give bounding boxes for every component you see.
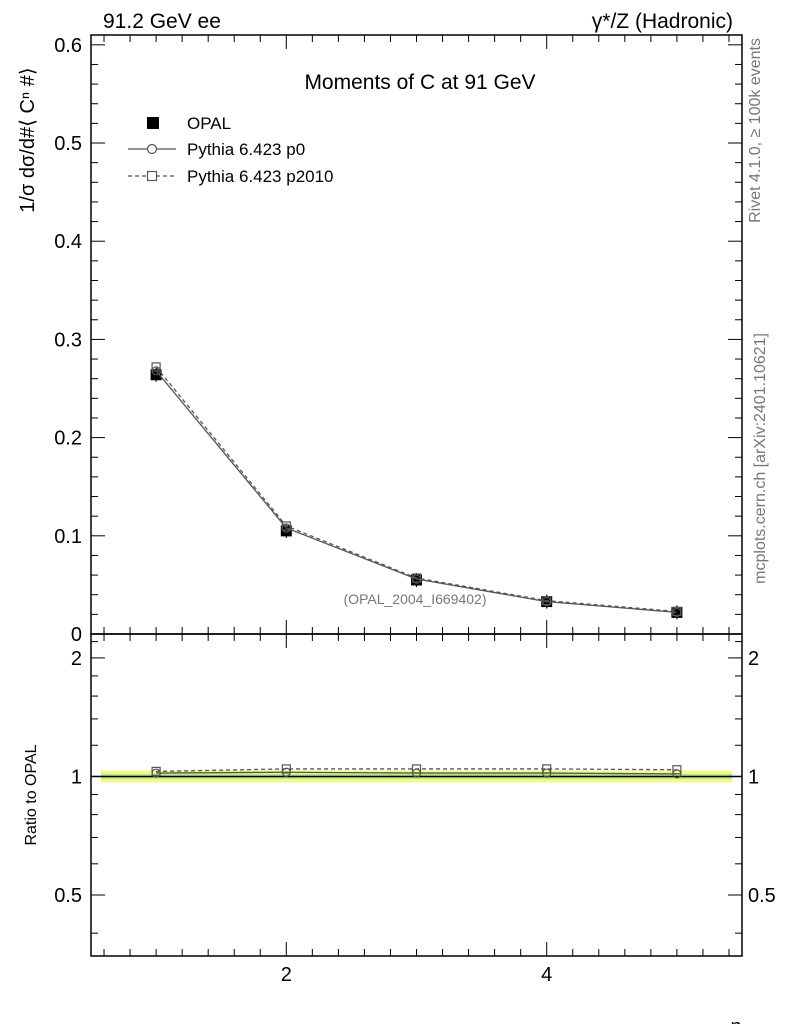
main-ytick-label: 0.3 <box>54 329 82 351</box>
main-ytick-label: 0.5 <box>54 133 82 155</box>
main-ylabel: 1/σ dσ/d#⟨ Cⁿ #⟩ <box>17 67 39 212</box>
ratio-p2010-point <box>151 766 161 776</box>
main-ytick-label: 0.4 <box>54 231 82 253</box>
main-ytick-labels: 0 0.1 0.2 0.3 0.4 0.5 0.6 <box>54 35 82 646</box>
analysis-annotation: (OPAL_2004_I669402) <box>344 591 487 607</box>
ratio-series <box>151 764 682 779</box>
legend-label-opal: OPAL <box>187 114 231 133</box>
ratio-p2010-point <box>672 765 682 775</box>
chart-title: Moments of C at 91 GeV <box>304 71 535 94</box>
p2010-point <box>281 521 291 531</box>
opal-point <box>411 574 422 586</box>
ratio-xtick-label: 2 <box>281 964 292 986</box>
main-ytick-label: 0.6 <box>54 35 82 57</box>
legend-label-p2010: Pythia 6.423 p2010 <box>187 167 334 186</box>
p2010-point <box>672 606 682 617</box>
p2010-point <box>542 596 552 606</box>
main-ytick-label: 0.2 <box>54 428 82 450</box>
ratio-ylabel: Ratio to OPAL <box>23 744 40 845</box>
ratio-ytick-label-right: 1 <box>748 766 759 788</box>
legend-marker-p0 <box>146 143 158 155</box>
header-left: 91.2 GeV ee <box>103 10 221 33</box>
ratio-ytick-labels: 0.5 0.5 1 1 2 2 <box>54 648 776 907</box>
header-right: γ*/Z (Hadronic) <box>592 10 733 33</box>
x-axis-title: n <box>730 1016 741 1024</box>
mcplots-label: mcplots.cern.ch [arXiv:2401.10621] <box>752 333 769 584</box>
main-panel: 0 0.1 0.2 0.3 0.4 0.5 0.6 Moments of C at 91 G… <box>17 34 743 646</box>
ratio-ytick-label-right: 2 <box>748 648 759 670</box>
ratio-p2010-point <box>281 764 291 774</box>
rivet-label: Rivet 4.1.0, ≥ 100k events <box>747 38 764 223</box>
opal-point <box>280 525 292 537</box>
ratio-ytick-label-right: 0.5 <box>748 885 776 907</box>
legend-label-p0: Pythia 6.423 p0 <box>187 140 305 159</box>
main-ytick-label: 0 <box>71 624 82 646</box>
ratio-p2010-point <box>411 764 422 774</box>
p2010-point <box>411 573 422 583</box>
ratio-ticks <box>91 634 742 956</box>
main-ytick-label: 0.1 <box>54 526 82 548</box>
main-series <box>150 362 683 620</box>
ratio-ytick-label-left: 1 <box>71 766 82 788</box>
ratio-p2010-line <box>156 768 677 773</box>
legend-marker-opal <box>147 117 159 129</box>
p2010-point <box>151 362 161 372</box>
ratio-frame <box>90 633 743 957</box>
main-ticks <box>91 35 742 635</box>
legend: OPAL Pythia 6.423 p0 Pythia 6.423 p2010 <box>128 114 334 186</box>
ratio-ytick-label-left: 0.5 <box>54 885 82 907</box>
ratio-xtick-label: 4 <box>541 964 552 986</box>
ratio-ytick-label-left: 2 <box>71 648 82 670</box>
p0-line <box>155 370 677 614</box>
ratio-p2010-point <box>542 764 552 774</box>
p2010-line <box>155 366 677 613</box>
legend-marker-p2010 <box>146 170 158 182</box>
